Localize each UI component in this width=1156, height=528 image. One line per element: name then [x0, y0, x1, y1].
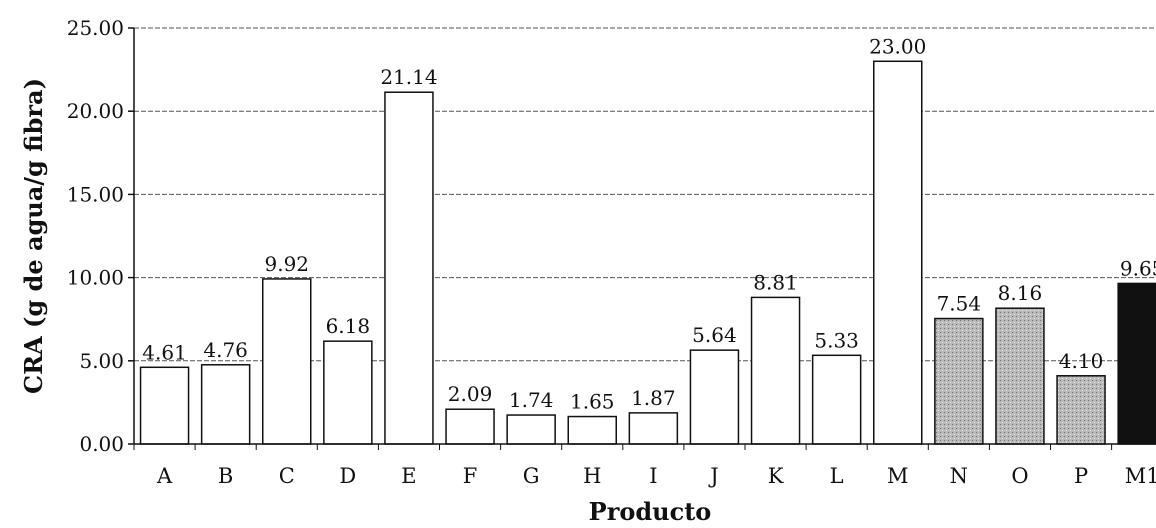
bar: [750, 296, 801, 445]
category-label: G: [523, 464, 540, 488]
data-label: 23.00: [869, 34, 926, 58]
bar: [384, 91, 434, 445]
bar: [262, 278, 312, 445]
category-label: L: [830, 464, 844, 488]
data-label: 4.76: [203, 338, 248, 362]
y-tick-label: 15.00: [67, 182, 124, 206]
data-label: 4.61: [142, 340, 187, 364]
labels: 0.00 5.00 10.00 15.00 20.00 25.00 4.61 A 4.76 B 9.…: [67, 16, 1156, 488]
axes: [128, 27, 1156, 450]
bar: [567, 415, 617, 445]
data-label: 8.81: [753, 270, 798, 294]
data-label: 5.33: [814, 328, 859, 352]
y-tick-label: 20.00: [67, 99, 124, 123]
data-label: 1.87: [631, 386, 676, 410]
data-label: 8.16: [998, 281, 1043, 305]
grid-lines: [134, 27, 1156, 362]
category-label: J: [708, 464, 718, 488]
category-label: D: [339, 464, 356, 488]
y-tick-label: 25.00: [67, 16, 124, 40]
data-label: 9.65: [1120, 256, 1156, 280]
category-label: C: [279, 464, 295, 488]
category-label: A: [156, 464, 173, 488]
bar: [200, 364, 251, 445]
bar: [506, 414, 556, 445]
bar: [628, 412, 679, 445]
x-axis-title: Producto: [589, 497, 712, 526]
category-label: O: [1011, 464, 1028, 488]
category-label: E: [401, 464, 416, 488]
bar: [811, 354, 862, 445]
category-label: M1: [1125, 464, 1156, 488]
data-label: 1.65: [570, 390, 615, 414]
data-label: 7.54: [937, 292, 982, 316]
data-label: 4.10: [1059, 349, 1104, 373]
y-tick-label: 0.00: [79, 432, 124, 456]
bar: [995, 307, 1045, 445]
data-label: 1.74: [509, 388, 554, 412]
data-label: 9.92: [264, 252, 309, 276]
y-tick-label: 10.00: [67, 266, 124, 290]
data-label: 21.14: [380, 65, 437, 89]
category-label: P: [1074, 464, 1088, 488]
bars: [139, 60, 1156, 445]
category-label: H: [583, 464, 601, 488]
data-label: 2.09: [448, 382, 493, 406]
bar: [873, 60, 923, 445]
category-label: I: [649, 464, 657, 488]
bar: [323, 340, 373, 445]
bar: [139, 366, 190, 445]
category-label: B: [218, 464, 233, 488]
category-label: M: [887, 464, 909, 488]
bar: [934, 317, 984, 445]
bar: [689, 349, 740, 445]
category-label: F: [463, 464, 478, 488]
bar: [445, 408, 495, 445]
category-label: N: [950, 464, 968, 488]
data-label: 6.18: [326, 314, 371, 338]
bar: [1117, 282, 1156, 445]
bar: [1056, 375, 1106, 445]
y-axis-title: CRA (g de agua/g fibra): [19, 78, 48, 394]
data-label: 5.64: [692, 323, 737, 347]
y-tick-label: 5.00: [79, 349, 124, 373]
category-label: K: [768, 464, 784, 488]
